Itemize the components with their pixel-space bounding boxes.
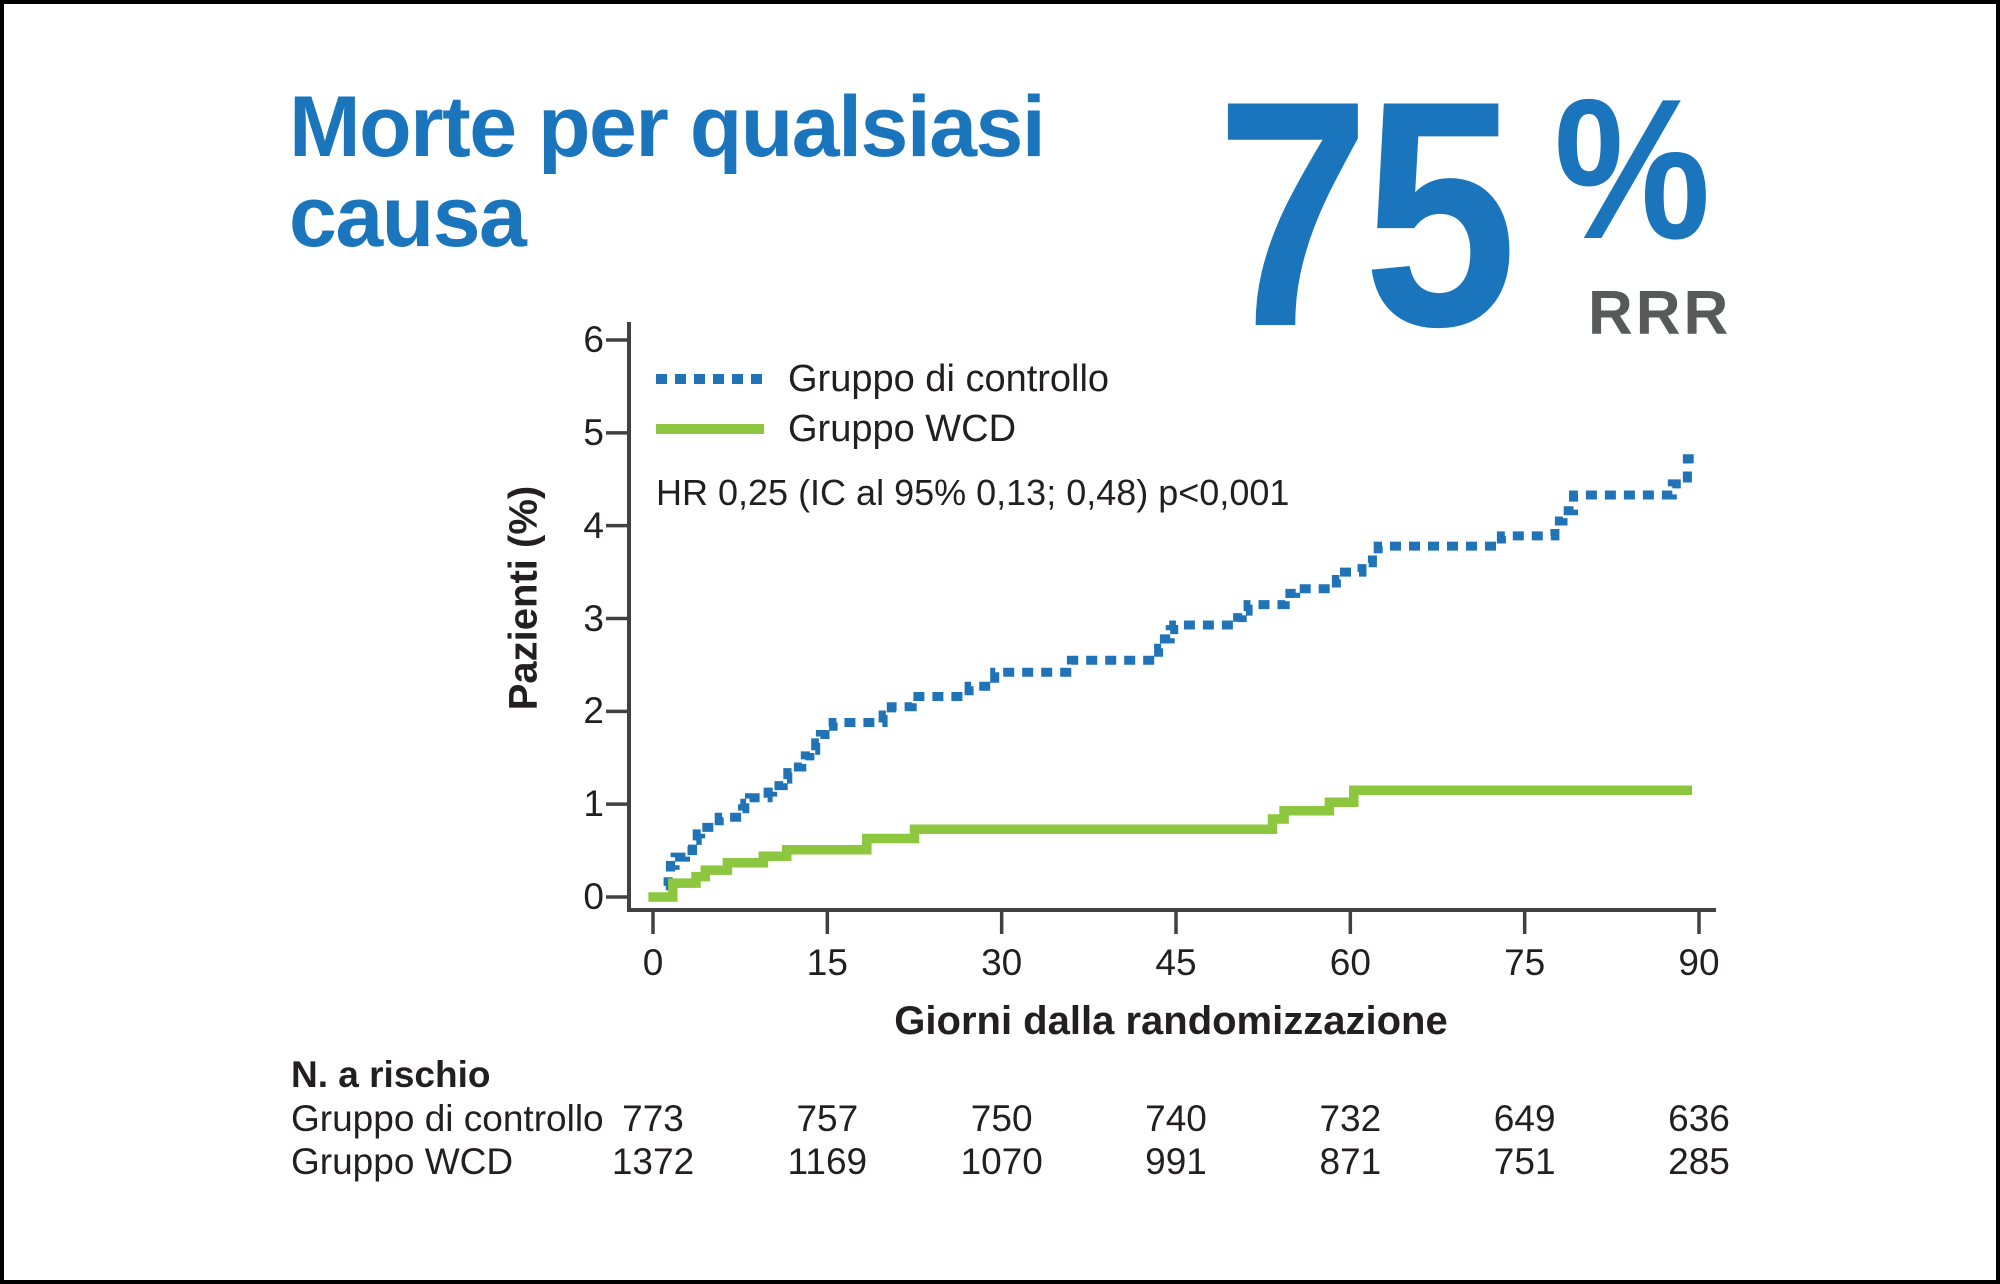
y-tick-label: 2 bbox=[583, 690, 604, 732]
y-tick-label: 4 bbox=[583, 504, 604, 546]
risk-value: 1169 bbox=[787, 1141, 868, 1182]
risk-row-label: Gruppo di controllo bbox=[291, 1098, 604, 1139]
risk-value: 649 bbox=[1493, 1098, 1556, 1139]
risk-value: 1372 bbox=[611, 1141, 695, 1182]
x-tick-label: 0 bbox=[642, 942, 664, 983]
risk-value: 1070 bbox=[960, 1141, 1043, 1182]
stat-label: RRR bbox=[1588, 279, 1732, 348]
legend-label-wcd: Gruppo WCD bbox=[788, 407, 1017, 450]
risk-table-title: N. a rischio bbox=[291, 1054, 491, 1095]
risk-value: 740 bbox=[1145, 1098, 1207, 1139]
risk-value: 871 bbox=[1319, 1141, 1382, 1182]
risk-value: 732 bbox=[1319, 1098, 1382, 1139]
x-tick-label: 90 bbox=[1678, 942, 1720, 983]
percent-sign: % bbox=[1554, 58, 1711, 281]
risk-value: 773 bbox=[622, 1098, 684, 1139]
x-tick-label: 15 bbox=[806, 942, 848, 983]
risk-value: 991 bbox=[1145, 1141, 1207, 1182]
control-dashed-line-sample bbox=[656, 374, 764, 384]
risk-value: 751 bbox=[1493, 1141, 1556, 1182]
control-curve bbox=[663, 454, 1695, 891]
stat-value: 75 bbox=[1216, 35, 1517, 394]
page-title: Morte per qualsiasi causa bbox=[289, 79, 1046, 266]
x-tick-label: 60 bbox=[1329, 942, 1371, 983]
y-tick-label: 1 bbox=[583, 783, 604, 825]
wcd-solid-line-sample bbox=[656, 424, 764, 434]
risk-value: 750 bbox=[970, 1098, 1033, 1139]
x-axis-title: Giorni dalla randomizzazione bbox=[894, 999, 1448, 1043]
wcd-curve bbox=[648, 785, 1692, 902]
risk-value: 285 bbox=[1668, 1141, 1730, 1182]
y-tick-label: 3 bbox=[583, 597, 604, 639]
legend-item-control: Gruppo di controllo bbox=[656, 356, 1109, 402]
stat-block: 75 % RRR bbox=[1216, 54, 1776, 376]
risk-value: 636 bbox=[1668, 1098, 1730, 1139]
y-tick-label: 6 bbox=[583, 319, 604, 360]
x-tick-label: 75 bbox=[1504, 942, 1546, 983]
y-tick-label: 5 bbox=[583, 411, 604, 453]
legend-label-control: Gruppo di controllo bbox=[788, 357, 1110, 400]
risk-row-label: Gruppo WCD bbox=[291, 1141, 514, 1182]
y-tick-label: 0 bbox=[583, 876, 604, 917]
legend-item-wcd: Gruppo WCD bbox=[656, 406, 1016, 452]
hr-annotation: HR 0,25 (IC al 95% 0,13; 0,48) p<0,001 bbox=[656, 472, 1290, 513]
km-chart bbox=[606, 322, 1716, 934]
x-tick-label: 30 bbox=[981, 942, 1023, 983]
risk-value: 757 bbox=[796, 1098, 859, 1139]
x-tick-label: 45 bbox=[1155, 942, 1197, 983]
